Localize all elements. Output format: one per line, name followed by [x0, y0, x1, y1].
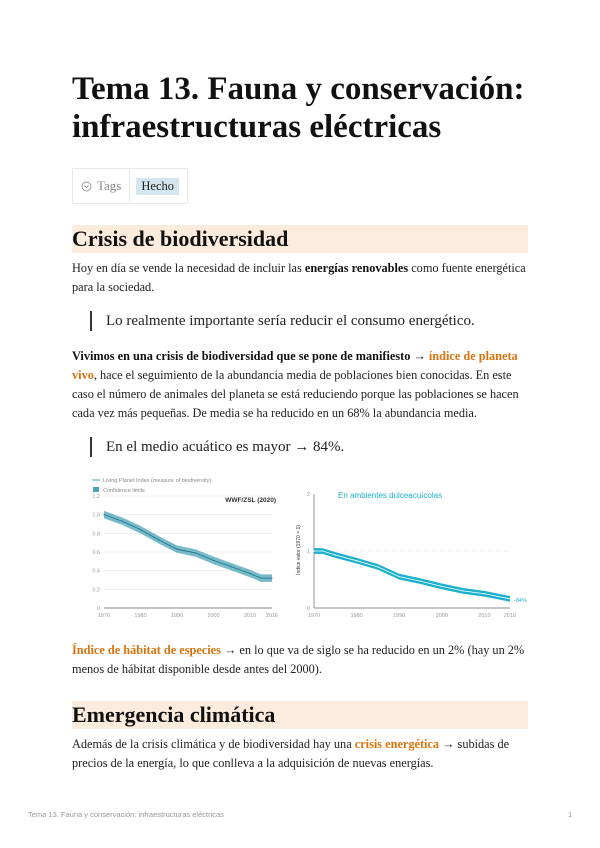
- living-planet-index-chart: Living Planet Index (measure of biodiver…: [92, 478, 278, 619]
- heading-emergencia-climatica: Emergencia climática: [72, 701, 528, 729]
- y-tick-label: 0.2: [92, 587, 100, 593]
- x-tick-label: 1980: [350, 613, 362, 619]
- legend-swatch: [93, 487, 99, 492]
- confidence-band: [314, 548, 510, 602]
- footer-page-number: 1: [568, 810, 573, 819]
- y-tick-label: 0.8: [92, 531, 100, 537]
- x-tick-label: 1990: [393, 613, 405, 619]
- y-tick-label: 1.0: [92, 513, 100, 519]
- y-tick-label: 2: [307, 492, 310, 498]
- y-tick-label: 0.6: [92, 550, 100, 556]
- y-tick-label: 0.4: [92, 569, 100, 575]
- footer-title: Tema 13. Fauna y conservación: infraestr…: [28, 810, 224, 819]
- y-tick-label: 0: [97, 606, 100, 612]
- series-line: [314, 550, 511, 600]
- y-axis-label: Índice valor (1970 = 1): [295, 525, 302, 575]
- confidence-band: [104, 510, 272, 582]
- x-tick-label: 1980: [134, 613, 146, 619]
- tag-hecho[interactable]: Hecho: [136, 177, 179, 195]
- chart-source: WWF/ZSL (2020): [225, 497, 276, 504]
- tags-property: Tags Hecho: [72, 168, 188, 204]
- x-tick-label: 2000: [436, 613, 448, 619]
- y-tick-label: 1: [307, 549, 310, 555]
- paragraph-habitat: Índice de hábitat de especies → en lo qu…: [72, 643, 525, 676]
- x-tick-label: 1990: [171, 613, 183, 619]
- x-tick-label: 2016: [504, 613, 516, 619]
- x-tick-label: 2010: [244, 613, 256, 619]
- paragraph-renovables: Hoy en día se vende la necesidad de incl…: [72, 261, 526, 294]
- tags-label: Tags: [73, 169, 131, 203]
- quote-consumo: Lo realmente importante sería reducir el…: [90, 311, 475, 331]
- tag-select-icon: [81, 181, 92, 191]
- y-tick-label: 0: [307, 606, 310, 612]
- freshwater-index-chart: En ambientes dulceacuícolas Índice valor …: [295, 491, 527, 619]
- x-tick-label: 1970: [98, 613, 110, 619]
- end-label: -84%: [514, 598, 527, 604]
- x-tick-label: 1970: [308, 613, 320, 619]
- x-tick-label: 2016: [266, 613, 278, 619]
- quote-medio-acuatico: En el medio acuático es mayor → 84%.: [90, 437, 344, 457]
- paragraph-planeta-vivo: Vivimos en una crisis de biodiversidad q…: [72, 349, 519, 420]
- legend-label: Confidence limits: [103, 488, 145, 494]
- x-tick-label: 2010: [478, 613, 490, 619]
- heading-crisis-biodiversidad: Crisis de biodiversidad: [72, 225, 528, 253]
- page-title: Tema 13. Fauna y conservación: infraestr…: [72, 71, 525, 145]
- chart-title: En ambientes dulceacuícolas: [338, 491, 442, 500]
- y-tick-label: 1.2: [92, 494, 100, 500]
- series-line: [103, 514, 272, 579]
- x-tick-label: 2000: [207, 613, 219, 619]
- legend-label: Living Planet Index (measure of biodiver…: [103, 478, 211, 484]
- paragraph-crisis-energetica: Además de la crisis climática y de biodi…: [72, 737, 510, 770]
